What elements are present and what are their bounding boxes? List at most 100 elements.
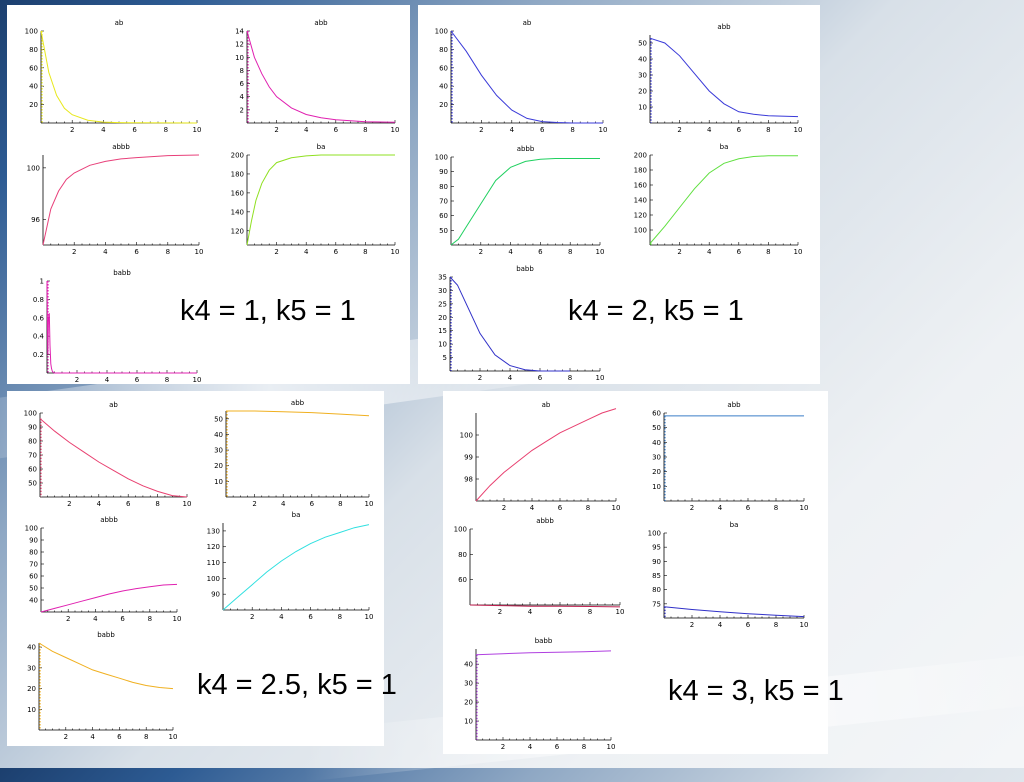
x-tick-label: 6: [132, 126, 137, 134]
x-tick-label: 8: [338, 500, 342, 508]
y-tick-label: 160: [231, 189, 244, 197]
y-tick-label: 50: [439, 227, 448, 235]
chart-title: ab: [109, 401, 118, 409]
x-tick-label: 10: [596, 248, 605, 256]
y-tick-label: 180: [634, 167, 647, 175]
x-tick-label: 6: [540, 126, 545, 134]
series-line: [39, 418, 188, 498]
chart-title: ba: [317, 143, 326, 151]
series-line: [475, 408, 617, 502]
x-tick-label: 8: [586, 504, 590, 512]
y-tick-label: 100: [24, 410, 37, 418]
x-tick-label: 6: [308, 613, 313, 621]
y-tick-label: 100: [25, 28, 38, 36]
y-tick-label: 6: [240, 80, 245, 88]
x-tick-label: 10: [616, 608, 625, 616]
x-tick-label: 6: [135, 376, 140, 384]
x-tick-label: 8: [568, 374, 572, 382]
chart-title: abb: [717, 23, 731, 31]
y-tick-label: 180: [231, 170, 244, 178]
series-line: [449, 276, 570, 372]
series-line: [649, 37, 799, 118]
chart-title: abb: [314, 19, 328, 27]
x-tick-label: 2: [498, 608, 502, 616]
chart-ab: ab 2 4 6 8 10 50 60 70 80 90 100: [24, 401, 192, 508]
x-tick-label: 10: [596, 374, 605, 382]
y-tick-label: 50: [29, 585, 38, 593]
y-tick-label: 50: [652, 424, 661, 432]
x-tick-label: 6: [555, 743, 560, 751]
y-tick-label: 100: [435, 28, 448, 36]
y-tick-label: 40: [464, 661, 473, 669]
y-tick-label: 40: [638, 56, 647, 64]
x-tick-label: 10: [800, 504, 809, 512]
y-tick-label: 30: [214, 447, 223, 455]
chart-title: abbb: [536, 517, 554, 525]
y-tick-label: 98: [464, 476, 473, 484]
x-tick-label: 8: [774, 621, 778, 629]
x-tick-label: 10: [173, 615, 182, 623]
x-tick-label: 8: [363, 248, 367, 256]
x-tick-label: 2: [677, 248, 681, 256]
chart-title: abbb: [112, 143, 130, 151]
chart-abb: abb 2 4 6 8 10 2 4 6 8 10 12 14: [235, 19, 399, 134]
chart-abbb: abbb 2 4 6 8 10 40 50 60 70 80 90 100: [25, 516, 182, 623]
x-tick-label: 2: [274, 126, 278, 134]
y-tick-label: 12: [235, 41, 244, 49]
x-tick-label: 10: [193, 376, 202, 384]
x-tick-label: 8: [338, 613, 342, 621]
chart-title: abbb: [100, 516, 118, 524]
x-tick-label: 2: [72, 248, 76, 256]
x-tick-label: 8: [588, 608, 592, 616]
chart-abbb: abbb 2 4 6 8 10 96 100: [27, 143, 204, 256]
y-tick-label: 30: [652, 454, 661, 462]
y-tick-label: 10: [464, 718, 473, 726]
chart-title: abb: [291, 399, 305, 407]
panel-3-plots: ab 2 4 6 8 10 50 60 70 80 90 100 abb 2 4 6 8 10 10 20 30 40 50…: [24, 399, 374, 741]
x-tick-label: 10: [391, 248, 400, 256]
chart-abb: abb 2 4 6 8 10 10 20 30 40 50: [214, 399, 373, 508]
y-tick-label: 60: [652, 410, 661, 418]
chart-title: ba: [292, 511, 301, 519]
chart-title: ba: [730, 521, 739, 529]
x-tick-label: 4: [707, 126, 712, 134]
y-tick-label: 80: [652, 586, 661, 594]
x-tick-label: 6: [558, 504, 563, 512]
x-tick-label: 6: [746, 504, 751, 512]
x-tick-label: 4: [528, 608, 533, 616]
y-tick-label: 40: [29, 597, 38, 605]
x-tick-label: 8: [766, 248, 770, 256]
x-tick-label: 2: [479, 126, 483, 134]
y-tick-label: 20: [29, 101, 38, 109]
y-tick-label: 30: [638, 72, 647, 80]
y-tick-label: 20: [439, 101, 448, 109]
y-tick-label: 200: [634, 152, 647, 160]
x-tick-label: 4: [510, 126, 515, 134]
chart-babb: babb 2 4 6 8 10 0.2 0.4 0.6 0.8 1: [33, 269, 202, 384]
y-tick-label: 110: [207, 559, 220, 567]
y-tick-label: 80: [458, 551, 467, 559]
y-tick-label: 50: [638, 40, 647, 48]
series-line: [40, 583, 178, 613]
x-tick-label: 8: [568, 248, 572, 256]
chart-ba: ba 2 4 6 8 10 120 140 160 180 200: [231, 143, 400, 256]
y-tick-label: 90: [439, 168, 448, 176]
x-tick-label: 2: [66, 615, 70, 623]
chart-ab: ab 2 4 6 8 10 98 99 100: [460, 401, 621, 512]
y-tick-label: 60: [29, 64, 38, 72]
y-tick-label: 60: [458, 576, 467, 584]
y-tick-label: 15: [438, 327, 447, 335]
x-tick-label: 10: [365, 613, 374, 621]
x-tick-label: 6: [737, 248, 742, 256]
x-tick-label: 8: [144, 733, 148, 741]
y-tick-label: 120: [207, 543, 220, 551]
x-tick-label: 2: [70, 126, 74, 134]
y-tick-label: 30: [438, 287, 447, 295]
y-tick-label: 160: [634, 182, 647, 190]
x-tick-label: 4: [105, 376, 110, 384]
chart-title: babb: [113, 269, 131, 277]
chart-ba: ba 2 4 6 8 10 75 80 85 90 95 100: [648, 521, 809, 629]
panel-caption: k4 = 3, k5 = 1: [668, 675, 844, 707]
y-tick-label: 10: [638, 104, 647, 112]
